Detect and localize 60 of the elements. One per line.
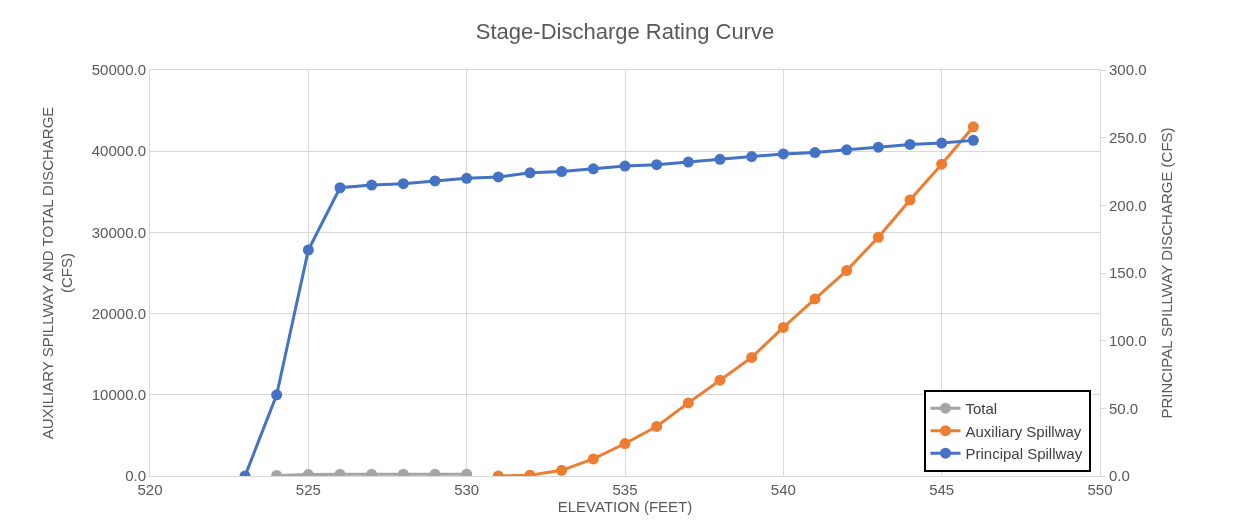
point	[366, 179, 378, 191]
point	[429, 175, 441, 187]
legend-label: Auxiliary Spillway	[965, 422, 1082, 440]
point	[556, 166, 568, 177]
point	[302, 244, 314, 256]
point	[746, 351, 758, 363]
point	[492, 171, 504, 183]
chart-title: Stage-Discharge Rating Curve	[475, 19, 775, 45]
y2-tick-label: 100.0	[1109, 331, 1147, 349]
legend-label: Total	[965, 400, 998, 418]
point	[682, 397, 694, 409]
x-tick-label: 530	[454, 481, 480, 498]
point	[904, 138, 916, 150]
point	[587, 453, 599, 465]
point	[334, 182, 346, 194]
x-tick-label: 535	[612, 481, 638, 498]
y2-tick-label: 250.0	[1109, 128, 1147, 146]
point	[841, 265, 853, 277]
point	[524, 167, 536, 179]
point	[461, 172, 473, 184]
point	[714, 153, 726, 165]
point	[904, 194, 916, 206]
point	[746, 151, 758, 163]
y2-axis-title: PRINCIPAL SPILLWAY DISCHARGE (CFS)	[1157, 127, 1175, 419]
point	[651, 159, 663, 171]
y2-tick-label: 50.0	[1109, 399, 1139, 417]
point	[651, 420, 663, 432]
x-tick-label: 545	[929, 481, 955, 498]
point	[619, 160, 631, 172]
y-tick-label: 10000.0	[91, 386, 146, 404]
point	[619, 438, 631, 450]
point	[271, 389, 283, 401]
legend-label: Principal Spillway	[965, 445, 1083, 463]
y-tick-label: 20000.0	[91, 304, 146, 322]
point	[587, 163, 599, 175]
point	[967, 134, 979, 146]
y2-tick-label: 150.0	[1109, 264, 1147, 282]
y-tick-label: 30000.0	[91, 223, 146, 241]
point	[809, 147, 821, 159]
point	[936, 158, 948, 170]
point	[809, 293, 821, 305]
point	[777, 148, 789, 160]
y2-tick-label: 300.0	[1109, 61, 1147, 79]
point	[397, 178, 409, 190]
point	[936, 137, 948, 149]
point	[872, 141, 884, 153]
point	[682, 156, 694, 168]
x-axis-title: ELEVATION (FEET)	[557, 498, 693, 515]
point	[556, 464, 568, 476]
point	[777, 321, 789, 333]
y-tick-label: 40000.0	[91, 142, 146, 160]
y-axis-title: AUXILIARY SPILLWAY AND TOTAL DISCHARGE (CFS)	[38, 106, 76, 440]
point	[714, 374, 726, 386]
point	[872, 231, 884, 243]
y-tick-label: 50000.0	[91, 61, 146, 79]
point	[967, 121, 979, 133]
y2-tick-label: 200.0	[1109, 196, 1147, 214]
x-tick-label: 525	[295, 481, 321, 498]
point	[841, 144, 853, 156]
x-tick-label: 540	[770, 481, 796, 498]
